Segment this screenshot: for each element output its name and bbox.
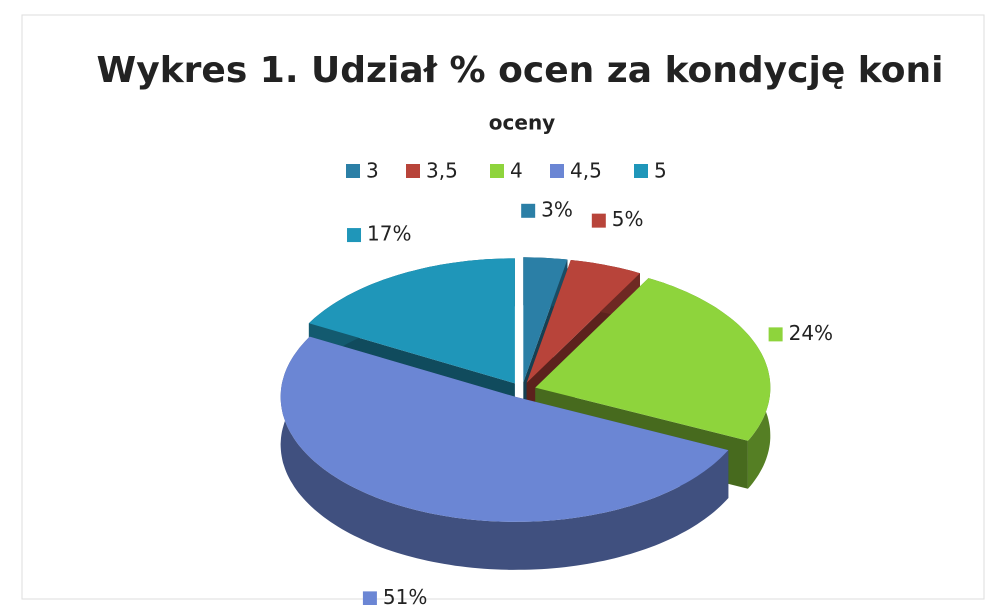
legend-swatch — [406, 164, 420, 178]
data-label-swatch — [521, 203, 536, 218]
slice — [523, 257, 568, 383]
slice-side — [280, 336, 729, 570]
data-label: 3% — [541, 197, 573, 221]
slice — [535, 278, 771, 441]
slice — [308, 258, 515, 384]
slice — [280, 336, 729, 522]
legend-label: 4,5 — [570, 159, 602, 183]
data-label-swatch — [347, 228, 362, 243]
legend-label: 4 — [510, 159, 523, 183]
legend-label: 3 — [366, 159, 379, 183]
legend-label: 3,5 — [426, 159, 458, 183]
chart-title: Wykres 1. Udział % ocen za kondycję koni — [97, 50, 944, 91]
legend-label: 5 — [654, 159, 667, 183]
legend-swatch — [346, 164, 360, 178]
legend-swatch — [634, 164, 648, 178]
data-label: 5% — [612, 207, 644, 231]
legend-swatch — [550, 164, 564, 178]
data-label-swatch — [591, 213, 606, 228]
data-label: 51% — [383, 585, 427, 605]
slice — [526, 260, 640, 383]
data-label-swatch — [768, 327, 783, 342]
legend-title: oceny — [489, 111, 555, 135]
data-label-swatch — [362, 591, 377, 605]
data-label: 24% — [789, 321, 833, 345]
legend-swatch — [490, 164, 504, 178]
data-label: 17% — [367, 222, 411, 246]
